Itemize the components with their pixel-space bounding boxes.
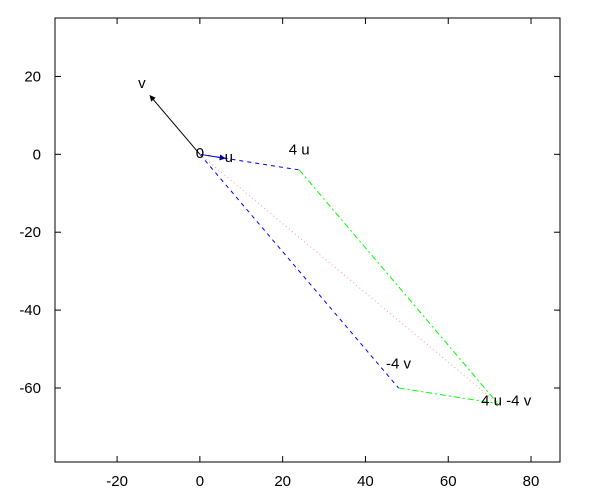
chart-labels: v 0 u 4 u -4 v 4 u -4 v — [138, 75, 532, 409]
y-tick-label: -60 — [19, 380, 41, 397]
series-line-solid — [149, 95, 201, 155]
series-line-dashdot — [298, 169, 499, 404]
x-tick-label: -20 — [106, 473, 128, 490]
series-line-dotted — [199, 153, 499, 404]
y-tick-label: -40 — [19, 302, 41, 319]
point-label: -4 v — [386, 356, 412, 373]
point-label: 0 — [196, 145, 204, 162]
point-label: 4 u — [289, 141, 310, 158]
x-tick-label: 60 — [440, 473, 457, 490]
point-label: 4 u -4 v — [481, 393, 532, 410]
y-tick-label: 0 — [33, 146, 41, 163]
x-tick-label: 40 — [357, 473, 374, 490]
x-tick-label: 20 — [274, 473, 291, 490]
arrow-head — [219, 154, 226, 161]
series-line-dashdot — [398, 387, 498, 405]
point-label: v — [138, 75, 146, 92]
y-tick-label: -20 — [19, 224, 41, 241]
x-tick-label: 0 — [196, 473, 204, 490]
chart-marks — [149, 95, 499, 405]
x-tick-label: 80 — [523, 473, 540, 490]
series-line-dashed — [199, 153, 300, 171]
plot-frame — [54, 17, 561, 463]
point-label: u — [225, 149, 233, 166]
arrow-head — [149, 95, 156, 102]
series-line-dashed — [199, 153, 399, 389]
axis-ticks: -20 0 20 40 60 80 20 0 -20 -40 -60 — [19, 18, 560, 490]
y-tick-label: 20 — [24, 68, 41, 85]
